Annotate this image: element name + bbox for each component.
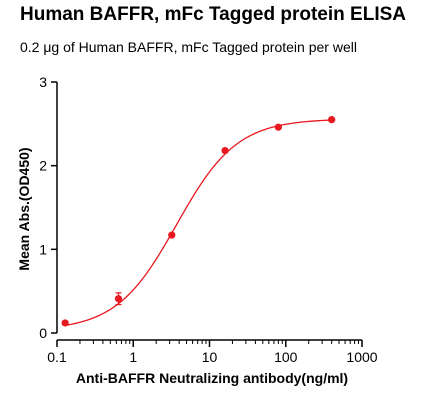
data-point (328, 116, 336, 124)
data-point (114, 295, 123, 303)
x-tick-label: 1 (129, 349, 137, 365)
y-tick-label: 2 (39, 158, 47, 174)
data-point (61, 319, 69, 327)
x-tick-label: 10 (202, 349, 218, 365)
y-tick-label: 3 (39, 74, 47, 90)
x-tick-label: 0.1 (47, 349, 67, 365)
plot-area (61, 116, 336, 327)
chart-title: Human BAFFR, mFc Tagged protein ELISA (20, 4, 406, 25)
data-point (168, 231, 176, 239)
y-tick-label: 0 (39, 325, 47, 341)
x-tick-label: 100 (274, 349, 298, 365)
y-axis-label: Mean Abs.(OD450) (16, 147, 32, 270)
data-point (221, 147, 229, 155)
x-tick-label: 1000 (346, 349, 377, 365)
axes: 0 1 2 3 0.1 1 10 100 1000 (39, 74, 378, 365)
fit-curve (65, 119, 332, 327)
data-point (274, 123, 282, 131)
chart-subtitle: 0.2 μg of Human BAFFR, mFc Tagged protei… (20, 39, 357, 55)
y-tick-label: 1 (39, 241, 47, 257)
x-axis-label: Anti-BAFFR Neutralizing antibody(ng/ml) (76, 370, 348, 386)
